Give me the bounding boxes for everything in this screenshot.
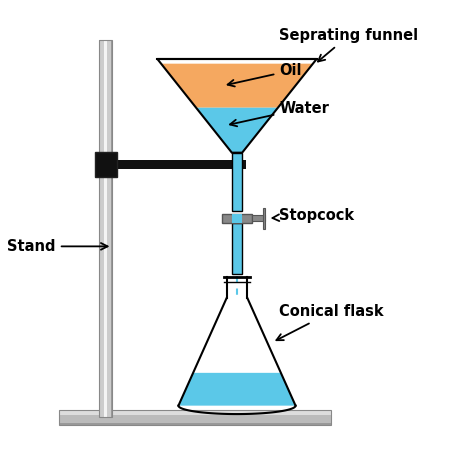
Bar bbox=[59, 423, 331, 425]
Text: Stopcock: Stopcock bbox=[273, 209, 354, 223]
Bar bbox=[99, 40, 112, 417]
Bar bbox=[59, 410, 331, 425]
Polygon shape bbox=[157, 59, 317, 153]
Bar bbox=[59, 410, 331, 425]
Bar bbox=[263, 208, 265, 228]
Bar bbox=[97, 160, 246, 169]
Text: Oil: Oil bbox=[228, 63, 301, 86]
Bar bbox=[100, 40, 110, 417]
Bar bbox=[222, 214, 252, 223]
Text: Stand: Stand bbox=[8, 239, 108, 254]
Bar bbox=[99, 40, 112, 417]
Text: Water: Water bbox=[230, 100, 329, 126]
Bar bbox=[232, 153, 242, 211]
Text: Seprating funnel: Seprating funnel bbox=[279, 28, 418, 62]
Bar bbox=[232, 214, 242, 223]
Polygon shape bbox=[178, 373, 296, 406]
Bar bbox=[232, 223, 242, 274]
Bar bbox=[252, 216, 265, 221]
Polygon shape bbox=[196, 108, 278, 153]
FancyBboxPatch shape bbox=[95, 152, 117, 177]
Polygon shape bbox=[227, 277, 247, 298]
Text: Conical flask: Conical flask bbox=[276, 304, 384, 340]
Bar bbox=[59, 410, 331, 415]
Polygon shape bbox=[161, 64, 313, 108]
Polygon shape bbox=[178, 298, 296, 406]
Bar bbox=[104, 40, 107, 417]
